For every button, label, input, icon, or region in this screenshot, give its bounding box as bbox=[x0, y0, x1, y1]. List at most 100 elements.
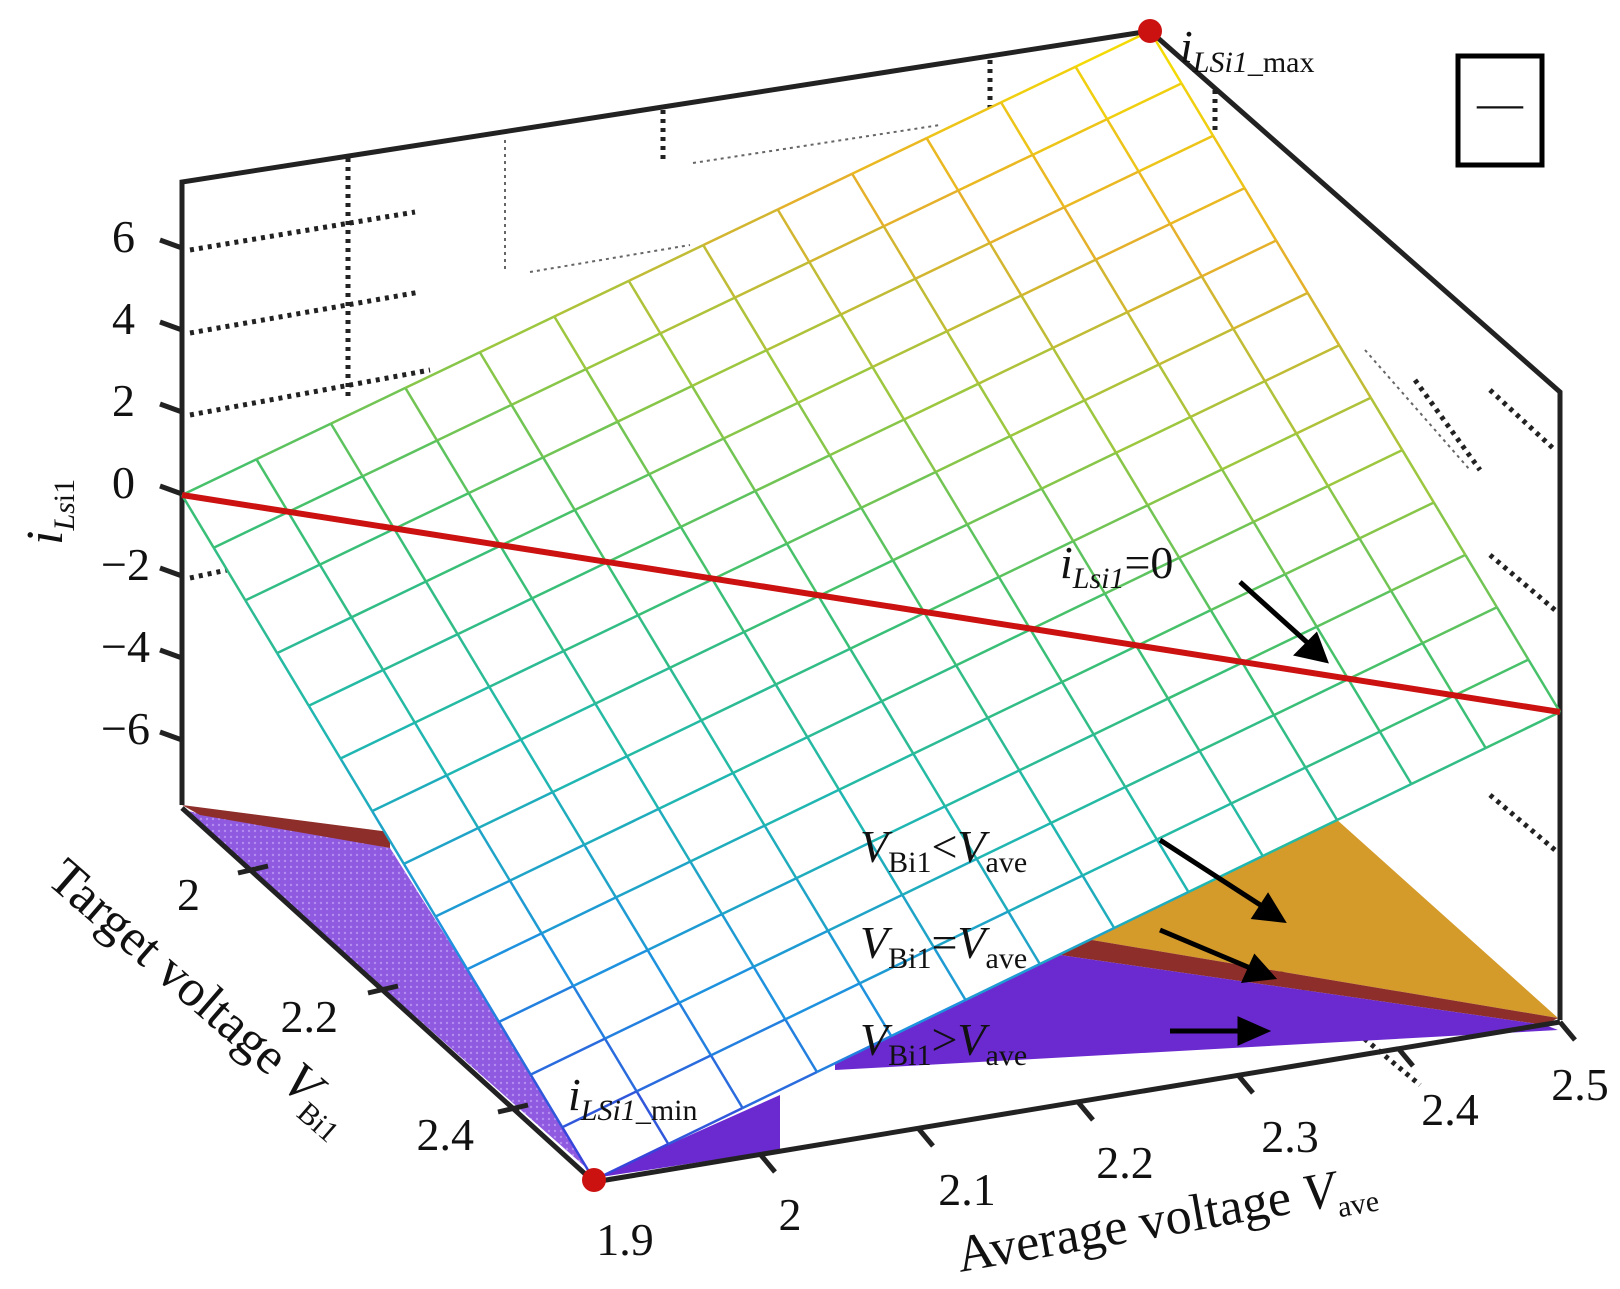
surface-gridline bbox=[763, 824, 798, 879]
surface-gridline bbox=[1018, 769, 1053, 824]
surface-gridline bbox=[1007, 874, 1084, 913]
surface-gridline bbox=[180, 494, 215, 549]
surface-gridline bbox=[944, 769, 1020, 808]
surface-gridline bbox=[552, 755, 628, 794]
surface-gridline bbox=[871, 366, 906, 421]
surface-gridline bbox=[668, 667, 703, 722]
surface-gridline bbox=[1052, 310, 1128, 350]
surface-gridline bbox=[914, 278, 948, 332]
surface-gridline bbox=[828, 454, 863, 509]
surface-gridline bbox=[1126, 275, 1203, 314]
surface-gridline bbox=[870, 805, 946, 844]
surface-gridline bbox=[774, 683, 809, 738]
surface-gridline bbox=[403, 826, 479, 865]
surface-gridline bbox=[1243, 187, 1278, 242]
surface-gridline bbox=[563, 614, 639, 653]
surface-gridline bbox=[734, 260, 810, 299]
surface-gridline bbox=[551, 791, 586, 846]
surface-gridline bbox=[530, 1037, 606, 1076]
surface-gridline bbox=[425, 544, 501, 583]
surface-gridline bbox=[839, 313, 874, 368]
surface-gridline bbox=[382, 669, 416, 724]
surface-gridline bbox=[975, 858, 1010, 913]
surface-gridline bbox=[330, 386, 406, 425]
surface-gridline bbox=[616, 421, 651, 475]
surface-gridline bbox=[1220, 468, 1255, 523]
surface-gridline bbox=[583, 844, 618, 899]
surface-gridline bbox=[659, 296, 736, 335]
surface-gridline bbox=[1378, 730, 1413, 785]
surface-gridline bbox=[837, 789, 872, 843]
surface-gridline bbox=[700, 683, 777, 722]
surface-gridline bbox=[1180, 82, 1215, 137]
surface-gridline bbox=[628, 244, 704, 282]
surface-gridline bbox=[1041, 451, 1117, 490]
surface-gridline bbox=[752, 966, 787, 1021]
surface-gridline bbox=[1390, 553, 1466, 592]
annotations: iLsi1=0 VBi1<Vave VBi1=Vave VBi1>Vave bbox=[860, 537, 1173, 1072]
surface-gridline bbox=[1369, 397, 1404, 451]
surface-gridline bbox=[678, 1002, 713, 1056]
z-title-main: i bbox=[17, 531, 74, 545]
surface-gridline bbox=[882, 225, 917, 280]
z-tick-label: −6 bbox=[101, 703, 150, 754]
surface-gridline bbox=[786, 506, 862, 545]
surface-gridline bbox=[1263, 380, 1298, 435]
surface-gridline bbox=[840, 277, 916, 316]
surface-gridline bbox=[488, 686, 523, 741]
surface-gridline bbox=[709, 1054, 744, 1109]
z-tick-labels: 6 4 2 0 −2 −4 −6 bbox=[101, 211, 150, 754]
surface-gridline bbox=[1031, 154, 1066, 208]
surface-gridline bbox=[1083, 399, 1118, 454]
surface-gridline bbox=[989, 206, 1065, 245]
surface-gridline bbox=[657, 808, 692, 863]
surface-gridline bbox=[1039, 926, 1115, 966]
surface-gridline bbox=[934, 471, 969, 526]
surface-gridline bbox=[851, 173, 885, 227]
surface-gridline bbox=[700, 719, 735, 774]
x-tick-labels: 1.9 2 2.1 2.2 2.3 2.4 2.5 bbox=[596, 1059, 1609, 1265]
surface-gridline bbox=[742, 1070, 818, 1110]
surface-gridline bbox=[1212, 135, 1246, 189]
surface-gridline bbox=[691, 349, 767, 388]
surface-gridline bbox=[1379, 694, 1455, 733]
surface-gridline bbox=[816, 1034, 892, 1074]
surface-gridline bbox=[436, 403, 513, 442]
surface-gridline bbox=[594, 666, 671, 705]
surface-gridline bbox=[723, 401, 799, 440]
surface-gridline bbox=[562, 650, 597, 705]
surface-gridline bbox=[1347, 642, 1424, 681]
surface-gridline bbox=[722, 437, 757, 492]
surface-gridline bbox=[1201, 239, 1277, 278]
x-tick-label: 2.5 bbox=[1551, 1059, 1609, 1110]
surface-gridline bbox=[659, 332, 694, 387]
surface-gridline bbox=[1262, 818, 1338, 858]
surface-gridline bbox=[808, 261, 842, 316]
surface-gridline bbox=[795, 877, 830, 932]
surface-gridline bbox=[393, 528, 428, 583]
surface-gridline bbox=[1485, 710, 1561, 750]
surface-gridline bbox=[531, 561, 607, 600]
z-tick-label: −2 bbox=[101, 539, 150, 590]
surface-gridline bbox=[371, 810, 405, 865]
surface-gridline bbox=[720, 913, 755, 968]
surface-gridline bbox=[667, 1106, 744, 1146]
surface-gridline bbox=[1272, 714, 1307, 769]
surface-gridline bbox=[510, 404, 545, 459]
surface-gridline bbox=[572, 948, 649, 988]
surface-gridline bbox=[603, 1038, 638, 1092]
surface-gridline bbox=[1347, 678, 1381, 733]
surface-gridline bbox=[287, 475, 364, 514]
surface-gridline bbox=[1020, 294, 1054, 349]
surface-gridline bbox=[1252, 521, 1287, 575]
max-point-label: iLSi1_max bbox=[1180, 21, 1314, 79]
surface-gridline bbox=[976, 821, 1052, 861]
surface-gridline bbox=[1074, 29, 1151, 68]
surface-gridline bbox=[1106, 82, 1183, 121]
surface-gridline bbox=[1137, 170, 1172, 225]
surface-gridline bbox=[605, 525, 682, 564]
surface-gridline bbox=[477, 827, 511, 882]
surface-gridline bbox=[1326, 485, 1361, 540]
surface-gridline bbox=[1284, 573, 1318, 628]
surface-gridline bbox=[957, 153, 1034, 192]
